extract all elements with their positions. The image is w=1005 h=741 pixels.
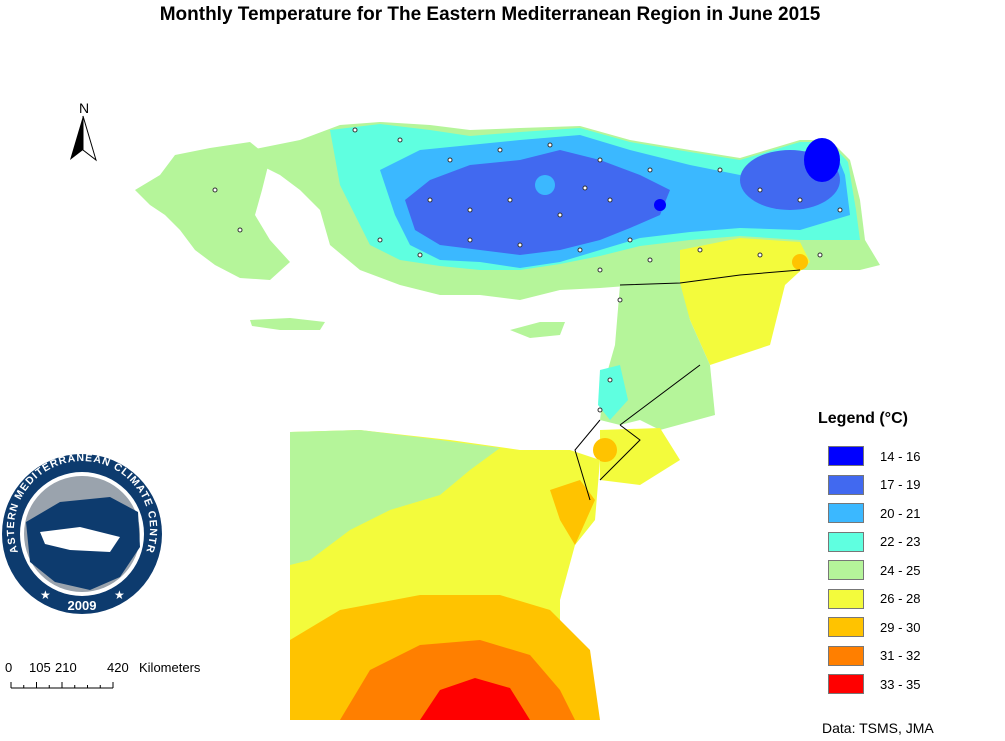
legend-item: 29 - 30	[812, 613, 962, 642]
legend-item: 24 - 25	[812, 556, 962, 585]
region-sinai	[550, 480, 595, 545]
scale-tick-105: 105	[29, 660, 51, 675]
region-jordan-south	[600, 428, 680, 485]
logo-year: 2009	[68, 598, 97, 613]
legend-swatch	[828, 674, 864, 695]
region-egypt-green-nw	[290, 430, 500, 565]
map-title: Monthly Temperature for The Eastern Medi…	[159, 4, 821, 25]
data-source: Data: TSMS, JMA	[822, 720, 934, 736]
north-label: N	[79, 100, 90, 116]
region-orange-spot-east	[792, 254, 808, 270]
region-crete	[250, 318, 325, 330]
legend-item: 33 - 35	[812, 670, 962, 699]
legend-swatch	[828, 588, 864, 609]
scale-bar	[10, 682, 114, 689]
logo-star-right-icon: ★	[114, 588, 125, 602]
region-blue-band	[405, 150, 670, 255]
logo-star-left-icon: ★	[40, 588, 51, 602]
legend-item: 17 - 19	[812, 471, 962, 500]
emcc-logo: EASTERN MEDITERRANEAN CLIMATE CENTRE 200…	[0, 452, 162, 614]
region-blue-deep	[804, 138, 840, 182]
legend-item: 22 - 23	[812, 528, 962, 557]
region-lebanon-cyan	[598, 365, 628, 420]
legend-label: 33 - 35	[880, 676, 921, 692]
region-cyprus	[510, 322, 565, 338]
scale-unit: Kilometers	[139, 660, 201, 675]
legend-item: 20 - 21	[812, 499, 962, 528]
legend-label: 24 - 25	[880, 562, 921, 578]
region-orange-spot-jordan	[593, 438, 617, 462]
legend-swatch	[828, 474, 864, 495]
legend-swatch	[828, 617, 864, 638]
border-lines	[574, 269, 801, 501]
region-greece	[135, 142, 290, 280]
scale-tick-210: 210	[55, 660, 77, 675]
north-arrow-icon	[70, 115, 97, 162]
region-egypt-33-35	[420, 678, 530, 720]
legend-swatch	[828, 645, 864, 666]
scale-tick-0: 0	[5, 660, 13, 675]
legend-swatch	[828, 560, 864, 581]
scale-tick-420: 420	[107, 660, 129, 675]
legend-item: 26 - 28	[812, 585, 962, 614]
legend-label: 31 - 32	[880, 648, 921, 664]
region-syria-iraq	[680, 238, 810, 365]
legend-swatch	[828, 446, 864, 467]
legend-item: 31 - 32	[812, 642, 962, 671]
region-cyan-spot	[535, 175, 555, 195]
legend-swatch	[828, 503, 864, 524]
legend-label: 17 - 19	[880, 477, 921, 493]
legend-label: 22 - 23	[880, 534, 921, 550]
legend-items: 14 - 16 17 - 19 20 - 21 22 - 23 24 - 25 26 - …	[812, 442, 962, 699]
legend-label: 26 - 28	[880, 591, 921, 607]
legend: Legend (°C) 14 - 16 17 - 19 20 - 21 22 - 23…	[812, 410, 962, 699]
legend-title: Legend (°C)	[818, 410, 908, 427]
legend-swatch	[828, 531, 864, 552]
legend-label: 20 - 21	[880, 505, 921, 521]
region-levant	[600, 283, 715, 430]
legend-label: 14 - 16	[880, 448, 921, 464]
region-blue-spot	[654, 199, 666, 211]
legend-item: 14 - 16	[812, 442, 962, 471]
station-markers	[212, 127, 843, 413]
legend-label: 29 - 30	[880, 619, 921, 635]
